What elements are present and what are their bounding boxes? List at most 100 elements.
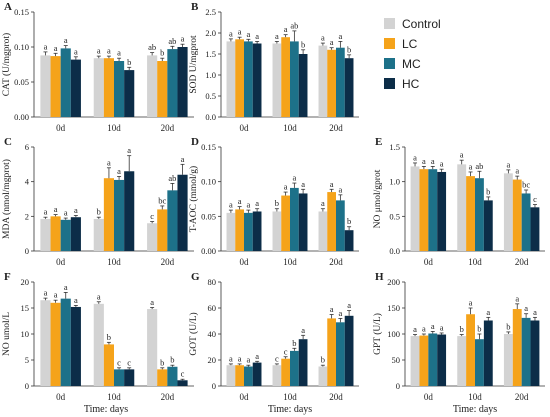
bar-lc-0d [50, 302, 61, 386]
significance-letter: a [54, 43, 58, 53]
x-tick-label: 20d [329, 123, 343, 133]
bar-mc-20d [521, 317, 531, 386]
bar-control-20d [503, 334, 513, 386]
bar-hc-10d [298, 339, 308, 386]
y-axis-label: CAT (U/mgprot) [1, 33, 12, 96]
bar-mc-10d [290, 350, 299, 386]
significance-letter: b [292, 338, 296, 348]
panel-letter: G [191, 271, 200, 283]
bar-mc-0d [244, 366, 253, 386]
significance-letter: c [150, 211, 154, 221]
bar-control-20d [503, 173, 513, 251]
significance-letter: a [150, 297, 154, 307]
bar-control-10d [272, 211, 282, 251]
bar-lc-20d [327, 192, 336, 251]
significance-letter: a [422, 324, 426, 334]
bar-hc-20d [344, 315, 354, 386]
significance-letter: a [321, 33, 325, 43]
bar-hc-10d [124, 171, 135, 251]
x-tick-label: 20d [161, 257, 175, 267]
significance-letter: a [64, 35, 68, 45]
significance-letter: a [246, 355, 250, 365]
bar-control-0d [226, 365, 236, 386]
significance-letter: a [64, 282, 68, 292]
bar-mc-0d [60, 219, 71, 251]
y-tick-label: 0.10 [14, 42, 29, 52]
significance-letter: a [422, 156, 426, 166]
bar-lc-20d [157, 209, 168, 251]
bar-hc-20d [344, 58, 354, 117]
significance-letter: a [431, 156, 435, 166]
bar-hc-10d [483, 200, 493, 251]
y-tick-label: 10 [21, 329, 30, 339]
panel-letter: H [375, 271, 384, 283]
x-tick-label: 20d [161, 392, 175, 402]
y-tick-label: 6 [25, 142, 29, 152]
y-axis-label: NO μmol/gprot [373, 169, 383, 228]
significance-letter: ab [475, 161, 483, 171]
significance-letter: a [127, 145, 131, 155]
significance-letter: a [284, 182, 288, 192]
bar-mc-10d [475, 339, 484, 386]
x-tick-label: 10d [283, 123, 297, 133]
significance-letter: a [54, 204, 58, 214]
y-tick-label: 0.0 [389, 246, 400, 256]
y-tick-label: 0.0 [205, 112, 216, 122]
significance-letter: a [347, 300, 351, 310]
bar-mc-0d [60, 48, 71, 117]
y-tick-label: 0.5 [389, 211, 400, 221]
y-tick-label: 0.00 [14, 112, 29, 122]
y-tick-label: 5 [25, 355, 29, 365]
significance-letter: c [181, 369, 185, 379]
bar-hc-20d [177, 47, 188, 117]
bar-mc-0d [428, 169, 438, 251]
bar-lc-20d [327, 49, 336, 117]
legend-label-control: Control [402, 17, 441, 31]
legend-label-mc: MC [402, 57, 421, 71]
bar-hc-0d [437, 334, 447, 386]
bar-control-10d [93, 218, 104, 251]
significance-letter: ab [290, 20, 298, 30]
significance-letter: b [301, 39, 305, 49]
bar-lc-10d [103, 178, 114, 251]
bar-lc-0d [235, 365, 244, 386]
y-tick-label: 0 [25, 381, 29, 391]
bar-hc-0d [70, 217, 81, 251]
y-tick-label: 0.15 [14, 7, 29, 17]
x-tick-label: 0d [240, 123, 250, 133]
significance-letter: b [107, 332, 111, 342]
y-tick-label: 50 [392, 355, 401, 365]
significance-letter: a [330, 304, 334, 314]
significance-letter: a [44, 41, 48, 51]
bar-lc-20d [327, 318, 336, 386]
y-tick-label: 0.10 [201, 177, 216, 187]
bar-mc-0d [244, 212, 253, 251]
significance-letter: ab [148, 42, 156, 52]
x-tick-label: 10d [107, 392, 121, 402]
significance-letter: a [460, 150, 464, 160]
x-axis-caption: Time: days [84, 404, 128, 415]
bar-lc-20d [512, 179, 522, 251]
significance-letter: a [469, 161, 473, 171]
significance-letter: a [301, 179, 305, 189]
bar-hc-20d [530, 207, 540, 251]
significance-letter: a [321, 198, 325, 208]
bar-mc-0d [428, 333, 438, 386]
bar-mc-20d [167, 366, 178, 386]
bar-control-10d [93, 58, 104, 117]
significance-letter: a [275, 31, 279, 41]
significance-letter: b [460, 324, 464, 334]
bar-hc-10d [483, 320, 493, 386]
significance-letter: a [413, 324, 417, 334]
significance-letter: a [469, 298, 473, 308]
significance-letter: ab [168, 173, 176, 183]
significance-letter: a [229, 200, 233, 210]
y-tick-label: 0.5 [205, 91, 216, 101]
bar-mc-20d [336, 322, 345, 386]
bar-lc-10d [466, 176, 475, 251]
bar-mc-0d [60, 298, 71, 386]
bar-hc-20d [177, 174, 188, 251]
bar-control-10d [272, 365, 282, 386]
